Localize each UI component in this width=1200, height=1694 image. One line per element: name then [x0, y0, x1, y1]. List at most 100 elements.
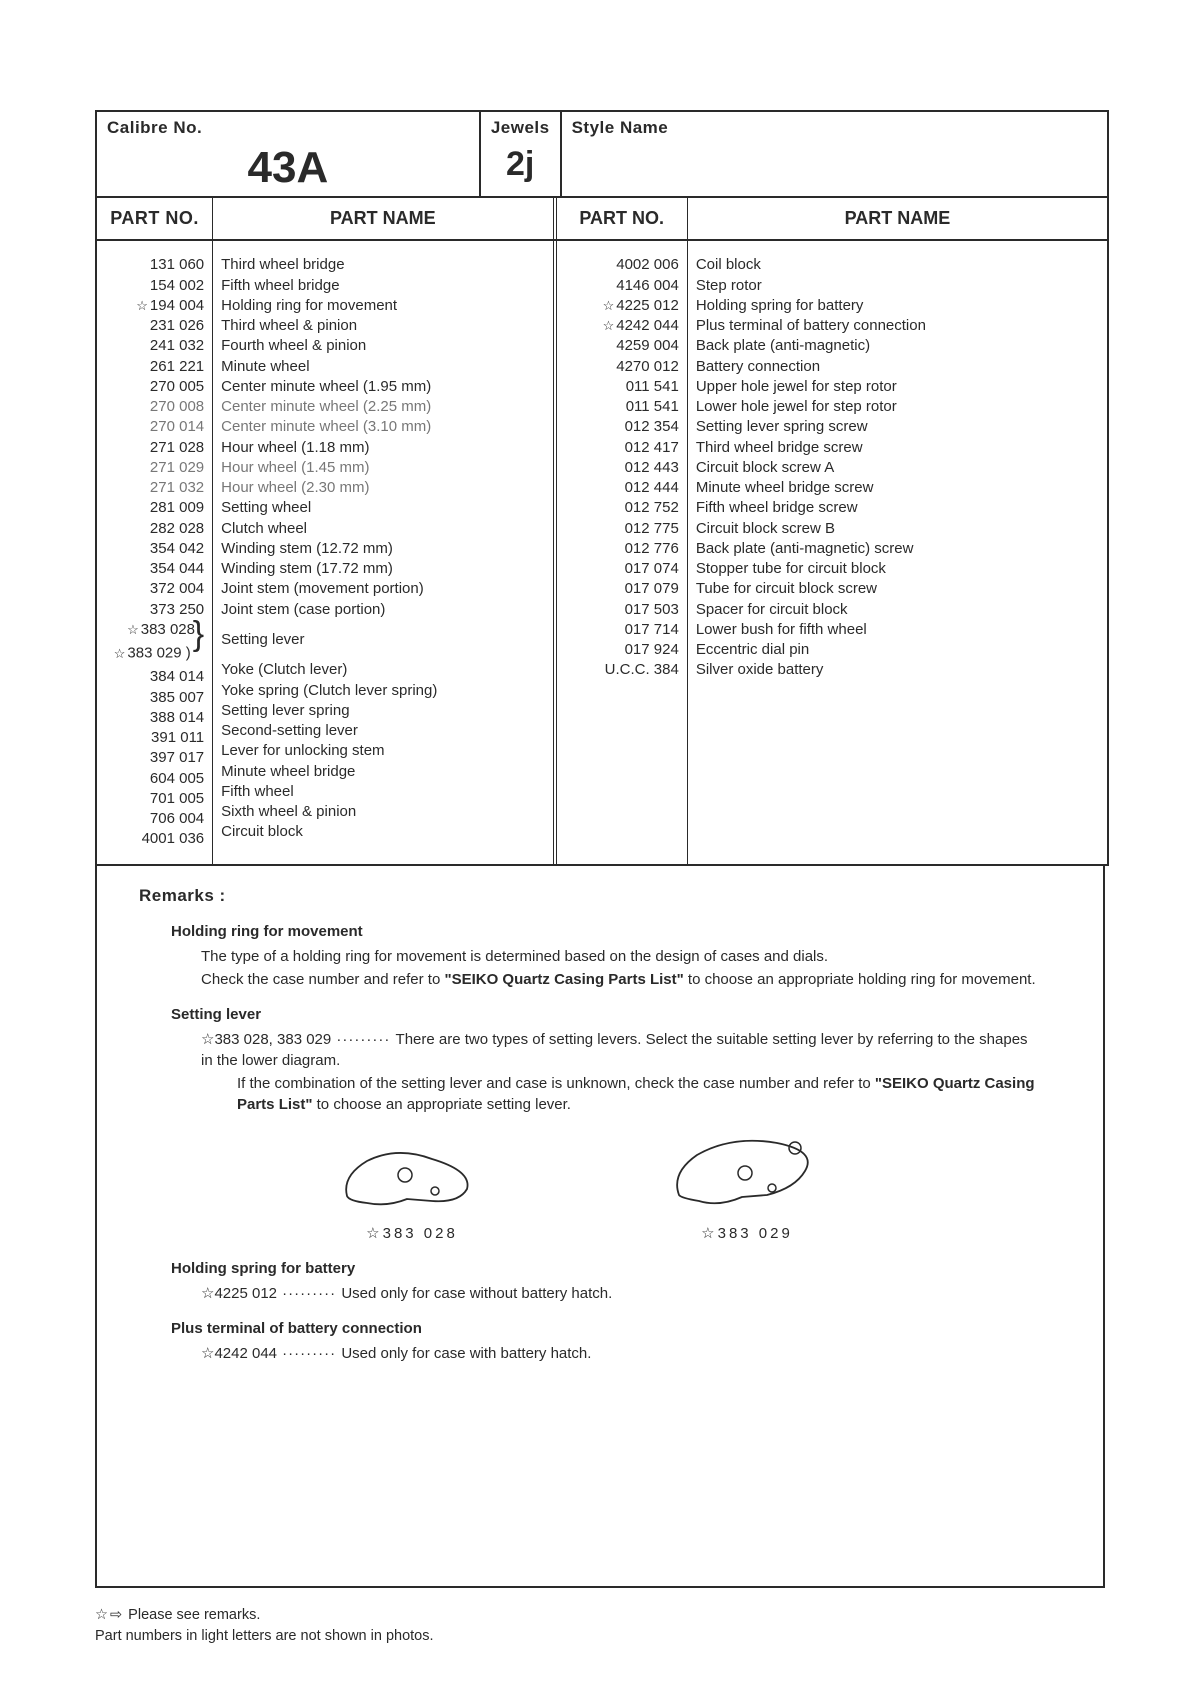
- table-row: 012 775: [565, 519, 679, 539]
- table-row: Center minute wheel (2.25 mm): [221, 397, 544, 417]
- table-row: 017 714: [565, 620, 679, 640]
- table-row: Back plate (anti-magnetic) screw: [696, 539, 1099, 559]
- table-row: 012 417: [565, 438, 679, 458]
- table-row: 388 014: [105, 708, 204, 728]
- table-row: 4259 004: [565, 336, 679, 356]
- rmk-text: Check the case number and refer to: [201, 971, 444, 988]
- lever-diagram-row: ☆383 028 ☆383 029: [337, 1133, 1083, 1244]
- table-row: Coil block: [696, 255, 1099, 275]
- table-row: 012 354: [565, 417, 679, 437]
- table-row: Winding stem (17.72 mm): [221, 559, 544, 579]
- table-row: 231 026: [105, 316, 204, 336]
- table-row: Spacer for circuit block: [696, 600, 1099, 620]
- table-row: 706 004: [105, 809, 204, 829]
- remark-holding-ring-heading: Holding ring for movement: [171, 921, 1083, 942]
- setting-lever-nos: ☆383 028, 383 029: [201, 1031, 331, 1048]
- remarks-area: Remarks : Holding ring for movement The …: [95, 866, 1105, 1589]
- table-row: Fourth wheel & pinion: [221, 336, 544, 356]
- right-partname-col: Coil blockStep rotorHolding spring for b…: [688, 241, 1107, 863]
- table-row: U.C.C. 384: [565, 660, 679, 680]
- table-row: Setting lever spring: [221, 701, 544, 721]
- left-partname-col: Third wheel bridgeFifth wheel bridgeHold…: [213, 241, 556, 863]
- table-row: 701 005: [105, 789, 204, 809]
- table-row: 271 032: [105, 478, 204, 498]
- table-row: Center minute wheel (1.95 mm): [221, 377, 544, 397]
- table-row: Fifth wheel bridge: [221, 276, 544, 296]
- table-row: 011 541: [565, 377, 679, 397]
- header-style-cell: Style Name: [562, 112, 1107, 196]
- holding-spring-no: ☆4225 012: [201, 1285, 277, 1302]
- table-row: 194 004: [105, 296, 204, 316]
- table-row: Yoke (Clutch lever): [221, 660, 544, 680]
- table-row: 017 074: [565, 559, 679, 579]
- colhead-partname-left: PART NAME: [213, 198, 556, 239]
- table-row: Circuit block screw A: [696, 458, 1099, 478]
- table-row: Tube for circuit block screw: [696, 579, 1099, 599]
- plus-term-no: ☆4242 044: [201, 1345, 277, 1362]
- table-row: 012 444: [565, 478, 679, 498]
- table-row: 261 221: [105, 357, 204, 377]
- header-row: Calibre No. 43A Jewels 2j Style Name: [97, 112, 1107, 198]
- table-row: 4002 006: [565, 255, 679, 275]
- table-row: 354 042: [105, 539, 204, 559]
- table-row: 384 014: [105, 667, 204, 687]
- table-row: Hour wheel (1.18 mm): [221, 438, 544, 458]
- table-row: Minute wheel bridge: [221, 762, 544, 782]
- table-row: 271 028: [105, 438, 204, 458]
- table-row: 154 002: [105, 276, 204, 296]
- style-label: Style Name: [572, 118, 669, 137]
- table-row: Silver oxide battery: [696, 660, 1099, 680]
- table-row: Lever for unlocking stem: [221, 741, 544, 761]
- lever-shape-b-icon: [667, 1133, 827, 1211]
- table-row: Clutch wheel: [221, 519, 544, 539]
- table-row: 017 503: [565, 600, 679, 620]
- table-row: 241 032: [105, 336, 204, 356]
- lever-shape-a-icon: [337, 1141, 487, 1211]
- holding-spring-txt: Used only for case without battery hatch…: [341, 1285, 612, 1302]
- table-row: Lower hole jewel for step rotor: [696, 397, 1099, 417]
- table-row: Winding stem (12.72 mm): [221, 539, 544, 559]
- table-row: 281 009: [105, 498, 204, 518]
- plus-term-txt: Used only for case with battery hatch.: [341, 1345, 591, 1362]
- jewels-label: Jewels: [491, 118, 550, 138]
- footnote-line1: ☆ Please see remarks.: [95, 1605, 434, 1625]
- rmk-text: to choose an appropriate holding ring fo…: [684, 971, 1036, 988]
- table-row: Hour wheel (1.45 mm): [221, 458, 544, 478]
- remark-holding-spring-heading: Holding spring for battery: [171, 1258, 1083, 1279]
- remark-setting-lever-p2: If the combination of the setting lever …: [237, 1073, 1043, 1115]
- table-row: Hour wheel (2.30 mm): [221, 478, 544, 498]
- table-row: 383 029 )}: [105, 640, 204, 667]
- page: Calibre No. 43A Jewels 2j Style Name PAR…: [0, 0, 1200, 1694]
- table-row: 4001 036: [105, 829, 204, 849]
- table-row: 373 250: [105, 600, 204, 620]
- table-row: Setting wheel: [221, 498, 544, 518]
- table-row: 017 924: [565, 640, 679, 660]
- star-icon: ☆: [95, 1607, 108, 1623]
- colhead-partno-left: PART NO.: [97, 198, 213, 239]
- dots-leader: [277, 1285, 341, 1302]
- colhead-partno-right: PART NO.: [557, 198, 688, 239]
- header-jewels-cell: Jewels 2j: [481, 112, 562, 196]
- table-row: 4146 004: [565, 276, 679, 296]
- table-row: Setting lever spring screw: [696, 417, 1099, 437]
- table-row: Center minute wheel (3.10 mm): [221, 417, 544, 437]
- frame: Calibre No. 43A Jewels 2j Style Name PAR…: [95, 110, 1109, 866]
- table-row: Fifth wheel: [221, 782, 544, 802]
- table-row: Plus terminal of battery connection: [696, 316, 1099, 336]
- table-row: Step rotor: [696, 276, 1099, 296]
- table-row: 011 541: [565, 397, 679, 417]
- table-row: Second-setting lever: [221, 721, 544, 741]
- footnote-line2: Part numbers in light letters are not sh…: [95, 1626, 434, 1646]
- remark-plus-terminal-heading: Plus terminal of battery connection: [171, 1318, 1083, 1339]
- table-row: Yoke spring (Clutch lever spring): [221, 681, 544, 701]
- table-row: Joint stem (movement portion): [221, 579, 544, 599]
- remark-plus-terminal-line: ☆4242 044 Used only for case with battery…: [201, 1343, 1043, 1364]
- table-row: 012 752: [565, 498, 679, 518]
- dots-leader: [277, 1345, 341, 1362]
- calibre-value: 43A: [107, 144, 469, 192]
- remark-holding-spring-line: ☆4225 012 Used only for case without batt…: [201, 1283, 1043, 1304]
- table-row: 012 443: [565, 458, 679, 478]
- footnotes: ☆ Please see remarks. Part numbers in li…: [95, 1605, 434, 1646]
- right-partno-col: 4002 0064146 0044225 0124242 0444259 004…: [557, 241, 688, 863]
- remark-setting-lever-heading: Setting lever: [171, 1004, 1083, 1025]
